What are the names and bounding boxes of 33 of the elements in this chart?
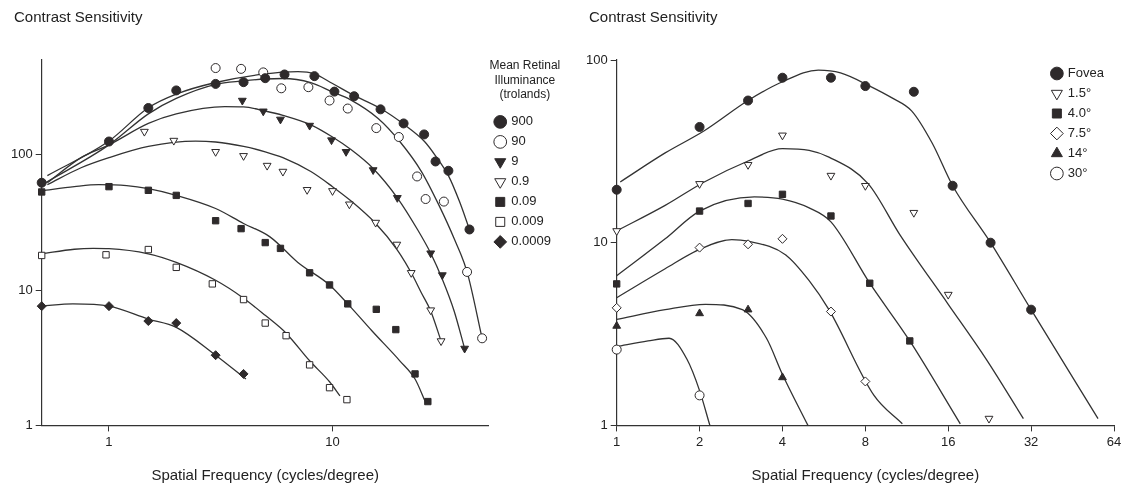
x-tick-label: 2 bbox=[695, 433, 704, 449]
y-tick-label: 100 bbox=[10, 146, 33, 162]
legend-label: 1.5° bbox=[1067, 85, 1092, 101]
legend-label: 0.09 bbox=[511, 193, 537, 209]
legend-label: 900 bbox=[511, 113, 533, 129]
y-tick-label: 1 bbox=[600, 416, 608, 432]
legend-label: 0.009 bbox=[511, 213, 544, 229]
legend-label: 0.9 bbox=[511, 173, 530, 189]
legend-label: 4.0° bbox=[1067, 105, 1092, 121]
x-tick-label: 4 bbox=[778, 433, 787, 449]
y-tick-label: 10 bbox=[18, 281, 33, 297]
x-tick-label: 32 bbox=[1023, 433, 1039, 449]
y-tick-label: 10 bbox=[593, 234, 608, 250]
legend-label: 7.5° bbox=[1067, 125, 1092, 141]
y-axis-title: Contrast Sensitivity bbox=[14, 8, 143, 26]
x-axis-title: Spatial Frequency (cycles/degree) bbox=[151, 466, 380, 484]
legend-label: 90 bbox=[511, 133, 526, 149]
y-tick-label: 100 bbox=[585, 51, 608, 67]
x-tick-label: 1 bbox=[105, 433, 113, 449]
legend-label: Fovea bbox=[1067, 65, 1105, 81]
x-axis-title: Spatial Frequency (cycles/degree) bbox=[751, 466, 980, 484]
x-tick-label: 1 bbox=[613, 433, 621, 449]
legend-label: 14° bbox=[1067, 145, 1088, 161]
legend-title: Mean Retinal Illuminance (trolands) bbox=[489, 58, 561, 102]
y-axis-title: Contrast Sensitivity bbox=[589, 8, 718, 26]
legend-label: 0.0009 bbox=[511, 233, 551, 249]
legend-label: 9 bbox=[511, 153, 519, 169]
x-tick-label: 64 bbox=[1106, 433, 1122, 449]
x-tick-label: 16 bbox=[941, 433, 956, 449]
x-tick-label: 8 bbox=[861, 433, 869, 449]
x-tick-label: 10 bbox=[325, 433, 340, 449]
y-tick-label: 1 bbox=[25, 416, 33, 432]
legend-label: 30° bbox=[1067, 165, 1088, 181]
